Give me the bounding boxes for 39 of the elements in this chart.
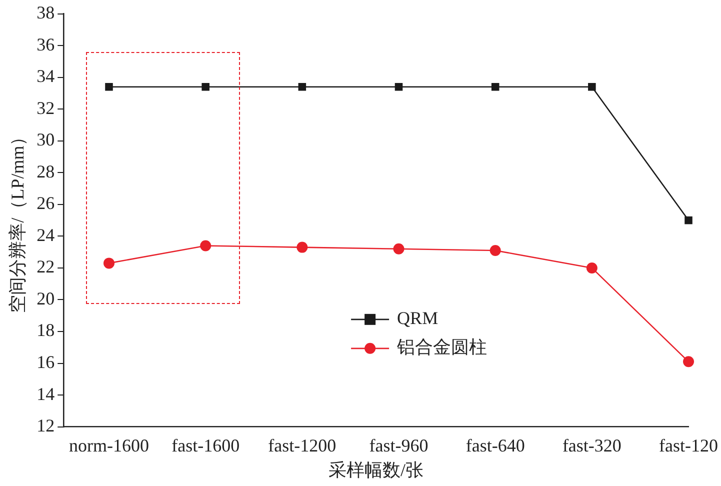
x-tick-label: fast-640 bbox=[466, 435, 525, 456]
point bbox=[490, 244, 501, 256]
point bbox=[394, 82, 403, 91]
y-tick-label: 20 bbox=[36, 288, 55, 308]
point bbox=[298, 82, 306, 91]
legend-label: 铝合金圆柱 bbox=[396, 337, 488, 358]
x-tick-label: fast-120 bbox=[659, 435, 718, 456]
point bbox=[105, 82, 113, 91]
legend-label: QRM bbox=[397, 308, 438, 328]
y-tick-label: 18 bbox=[36, 320, 55, 340]
y-tick-label: 24 bbox=[36, 224, 55, 245]
point bbox=[491, 82, 500, 91]
y-tick-label: 16 bbox=[36, 352, 55, 372]
point bbox=[586, 262, 598, 274]
x-tick-label: fast-320 bbox=[562, 435, 622, 456]
point bbox=[296, 242, 308, 253]
y-tick-label: 26 bbox=[36, 193, 55, 214]
y-tick-label: 34 bbox=[36, 66, 55, 86]
point bbox=[202, 82, 210, 91]
y-tick-label: 32 bbox=[36, 98, 55, 118]
y-tick-label: 12 bbox=[36, 416, 55, 436]
x-axis-title: 采样幅数/张 bbox=[328, 460, 424, 480]
x-tick-label: fast-1200 bbox=[268, 435, 336, 456]
y-tick-label: 22 bbox=[36, 256, 55, 277]
x-tick-label: fast-1600 bbox=[172, 435, 240, 456]
point bbox=[103, 258, 114, 269]
y-tick-label: 28 bbox=[36, 161, 55, 182]
point bbox=[588, 82, 596, 91]
x-tick-label: norm-1600 bbox=[68, 435, 149, 456]
point bbox=[200, 240, 212, 252]
point bbox=[393, 243, 404, 254]
y-axis-title: 空间分辨率/（LP/mm） bbox=[8, 128, 28, 313]
y-tick-label: 36 bbox=[36, 34, 55, 54]
x-tick-label: fast-960 bbox=[369, 435, 428, 456]
point bbox=[683, 356, 694, 368]
y-tick-label: 14 bbox=[36, 384, 55, 404]
point bbox=[684, 216, 692, 224]
y-tick-label: 38 bbox=[36, 2, 55, 23]
y-tick-label: 30 bbox=[36, 130, 55, 150]
